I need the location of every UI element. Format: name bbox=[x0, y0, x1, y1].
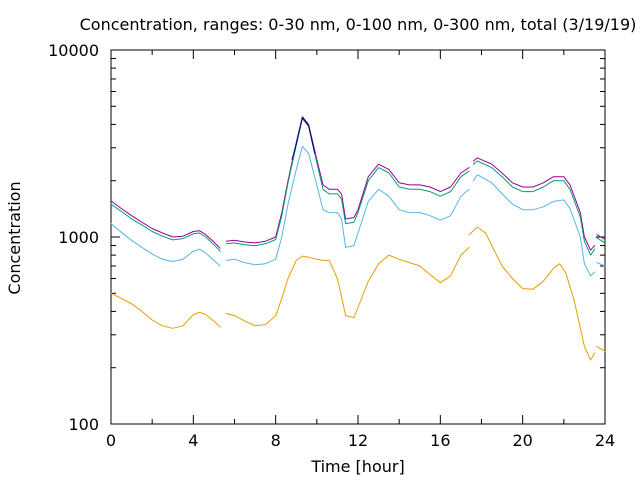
x-tick-label: 24 bbox=[595, 431, 615, 450]
series-4 bbox=[110, 145, 606, 277]
x-tick-label: 16 bbox=[430, 431, 450, 450]
series-line bbox=[110, 200, 221, 249]
series-line bbox=[225, 118, 470, 247]
series-2 bbox=[110, 118, 606, 256]
series-line bbox=[225, 246, 470, 327]
series-line bbox=[472, 174, 596, 277]
y-axis-label: Concentration bbox=[5, 181, 24, 294]
series-line bbox=[110, 203, 221, 252]
axis-ticks bbox=[110, 49, 606, 425]
x-tick-label: 12 bbox=[348, 431, 368, 450]
series-line bbox=[468, 226, 596, 361]
y-tick-label: 100 bbox=[68, 415, 99, 434]
series-line bbox=[596, 262, 606, 267]
x-axis-label: Time [hour] bbox=[310, 457, 404, 476]
series-layer bbox=[110, 116, 606, 361]
y-tick-label: 10000 bbox=[48, 41, 99, 60]
series-line bbox=[596, 345, 606, 352]
series-line bbox=[225, 145, 470, 266]
x-tick-label: 4 bbox=[188, 431, 198, 450]
chart-title: Concentration, ranges: 0-30 nm, 0-100 nm… bbox=[80, 15, 637, 34]
x-tick-label: 0 bbox=[106, 431, 116, 450]
series-line bbox=[596, 234, 606, 240]
series-5 bbox=[110, 226, 606, 361]
x-tick-label: 8 bbox=[271, 431, 281, 450]
series-line bbox=[110, 223, 221, 267]
series-line bbox=[596, 237, 606, 244]
series-1 bbox=[110, 116, 606, 251]
series-3 bbox=[291, 117, 316, 160]
plot-frame bbox=[110, 49, 606, 425]
y-tick-label: 1000 bbox=[58, 228, 99, 247]
series-line bbox=[225, 116, 470, 244]
series-line bbox=[110, 292, 221, 329]
series-line bbox=[291, 117, 316, 160]
series-line bbox=[472, 160, 596, 256]
x-tick-label: 20 bbox=[512, 431, 532, 450]
series-line bbox=[472, 157, 596, 251]
axis-tick-labels: 0 4 8 12 16 20 24 100 1000 10000 bbox=[48, 41, 615, 450]
